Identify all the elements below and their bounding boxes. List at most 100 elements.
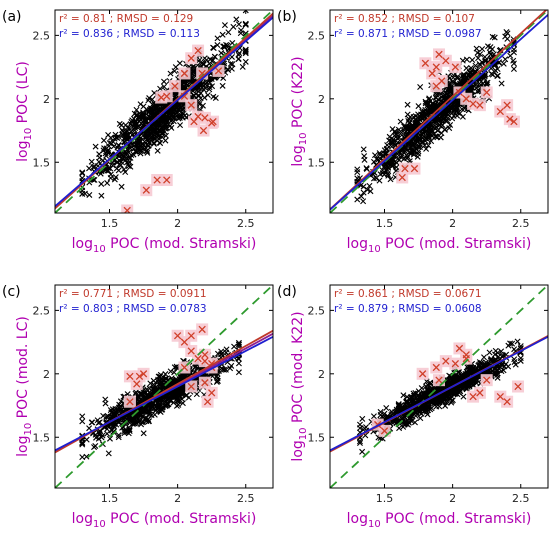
data-point (176, 392, 183, 399)
data-point (129, 141, 136, 148)
data-point (408, 148, 415, 155)
data-point (171, 68, 178, 75)
data-point (132, 124, 139, 131)
data-point (141, 117, 148, 124)
fit-blue-line (330, 14, 548, 211)
data-point (448, 399, 455, 406)
data-point (398, 152, 405, 159)
data-point (421, 392, 428, 399)
data-point (404, 127, 411, 134)
x-tick-label: 2 (449, 492, 456, 505)
data-point (503, 28, 510, 35)
excluded-point (187, 54, 195, 62)
data-point (235, 339, 242, 346)
data-point (197, 95, 204, 102)
stat-text-red: r² = 0.771 ; RMSD = 0.0911 (59, 288, 207, 300)
excluded-point (187, 101, 195, 109)
excluded-point (173, 332, 182, 340)
excluded-point (180, 69, 189, 78)
data-point (132, 390, 139, 397)
data-point (360, 189, 367, 196)
data-point (448, 398, 455, 405)
excluded-point (442, 57, 450, 65)
data-point (119, 128, 126, 135)
data-point (475, 55, 482, 62)
data-point (428, 138, 435, 145)
data-point (376, 177, 383, 184)
y-tick-label: 2 (43, 93, 50, 106)
data-point (130, 151, 137, 158)
stat-text-blue: r² = 0.803 ; RMSD = 0.0783 (59, 303, 207, 315)
plot-content (330, 10, 548, 213)
excluded-point (483, 88, 491, 97)
excluded-point (214, 67, 223, 75)
data-point (438, 385, 445, 392)
data-point (415, 407, 422, 414)
data-point (235, 21, 242, 28)
data-point (125, 149, 132, 156)
excluded-point (126, 372, 134, 381)
data-point (161, 83, 168, 90)
excluded-point (451, 360, 460, 368)
data-point (203, 56, 210, 63)
data-point (157, 373, 164, 380)
excluded-point (201, 114, 209, 122)
panel-d: 1.5 2 2.5 1.5 2 2.5 r² = 0.861 ; RMSD = 0.0671… (277, 284, 549, 530)
data-point (176, 60, 183, 67)
data-point (92, 442, 99, 449)
data-point (424, 136, 431, 143)
data-point (432, 94, 439, 101)
data-point (454, 112, 461, 119)
data-point (162, 137, 169, 144)
excluded-point (451, 63, 460, 71)
x-tick-label: 2 (174, 492, 181, 505)
data-point (388, 135, 395, 142)
data-point (235, 341, 242, 348)
data-point (397, 128, 404, 135)
data-point (415, 103, 422, 110)
data-point (412, 113, 419, 120)
data-point (167, 122, 174, 129)
data-point (146, 409, 153, 415)
data-point (132, 148, 139, 155)
data-point (185, 394, 192, 401)
y-axis-label: log10 POC (mod. K22) (290, 311, 309, 461)
data-point (105, 165, 112, 172)
data-point (474, 88, 481, 95)
data-point (424, 102, 431, 109)
data-point (154, 147, 161, 154)
excluded-point (496, 392, 504, 401)
data-point (397, 118, 404, 125)
data-point (235, 369, 242, 376)
data-point (366, 182, 373, 189)
data-point (474, 49, 481, 56)
data-point (118, 183, 125, 190)
excluded-point (496, 107, 504, 116)
x-tick-label: 1.5 (376, 217, 394, 230)
data-point (442, 126, 449, 133)
excluded-point (410, 164, 419, 173)
y-tick-label: 2.5 (33, 29, 51, 42)
data-point (173, 92, 180, 99)
data-point (86, 179, 93, 186)
data-point (227, 60, 234, 67)
data-point (105, 450, 112, 457)
data-point (125, 154, 132, 161)
data-point (95, 419, 102, 426)
data-point (124, 134, 131, 141)
data-point (177, 122, 184, 129)
data-point (145, 418, 152, 425)
data-point (367, 188, 374, 195)
data-point (209, 83, 216, 90)
excluded-point (442, 357, 450, 365)
data-point (458, 77, 465, 84)
excluded-point (514, 382, 522, 391)
data-point (157, 371, 164, 378)
data-point (481, 354, 487, 361)
data-point (442, 402, 449, 409)
data-point (370, 413, 377, 420)
axes-frame (54, 284, 274, 489)
data-point (479, 46, 486, 52)
data-point (144, 107, 151, 114)
data-point (228, 362, 235, 369)
